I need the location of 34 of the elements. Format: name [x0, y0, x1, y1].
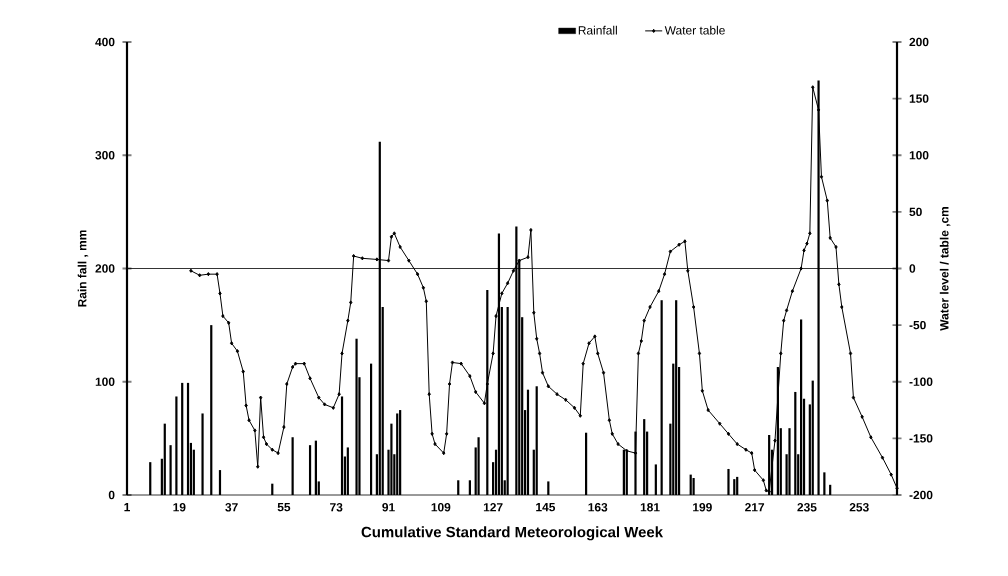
x-tick-label: 73	[330, 503, 343, 512]
y2-tick-label: 200	[909, 37, 929, 47]
y-tick-label: 300	[95, 151, 115, 160]
x-tick-label: 235	[797, 503, 817, 512]
y2-tick-label: 0	[909, 264, 916, 273]
y2-tick-label: -200	[909, 490, 933, 500]
y-tick-label: 200	[95, 264, 115, 273]
y2-tick-label: 100	[909, 151, 929, 160]
y2-tick-label: -50	[909, 320, 926, 330]
x-tick-label: 1	[124, 503, 130, 512]
x-tick-label: 37	[225, 503, 238, 512]
x-tick-label: 217	[745, 503, 765, 512]
y2-tick-label: -100	[909, 377, 933, 386]
x-tick-label: 199	[693, 503, 712, 512]
x-tick-label: 127	[483, 503, 503, 512]
x-tick-label: 253	[849, 503, 869, 512]
y2-axis-title: Water level / table ,cm	[939, 207, 951, 331]
x-tick-label: 109	[431, 503, 451, 512]
x-tick-label: 19	[173, 503, 186, 512]
y-tick-label: 100	[95, 377, 115, 386]
x-tick-label: 163	[588, 503, 608, 512]
x-axis-title: Cumulative Standard Meteorological Week	[361, 526, 664, 541]
y2-tick-label: -150	[909, 434, 933, 443]
x-tick-label: 55	[277, 503, 291, 512]
x-tick-label: 145	[536, 503, 556, 512]
y-axis-title: Rain fall , mm	[77, 230, 89, 307]
legend-label: Rainfall	[578, 25, 617, 35]
y-tick-label: 0	[108, 490, 115, 500]
y2-tick-label: 150	[909, 94, 929, 103]
x-tick-label: 181	[640, 503, 660, 512]
legend-label: Water table	[664, 25, 725, 35]
y-tick-label: 400	[95, 37, 115, 47]
y2-tick-label: 50	[909, 207, 922, 217]
x-tick-label: 91	[382, 503, 395, 512]
